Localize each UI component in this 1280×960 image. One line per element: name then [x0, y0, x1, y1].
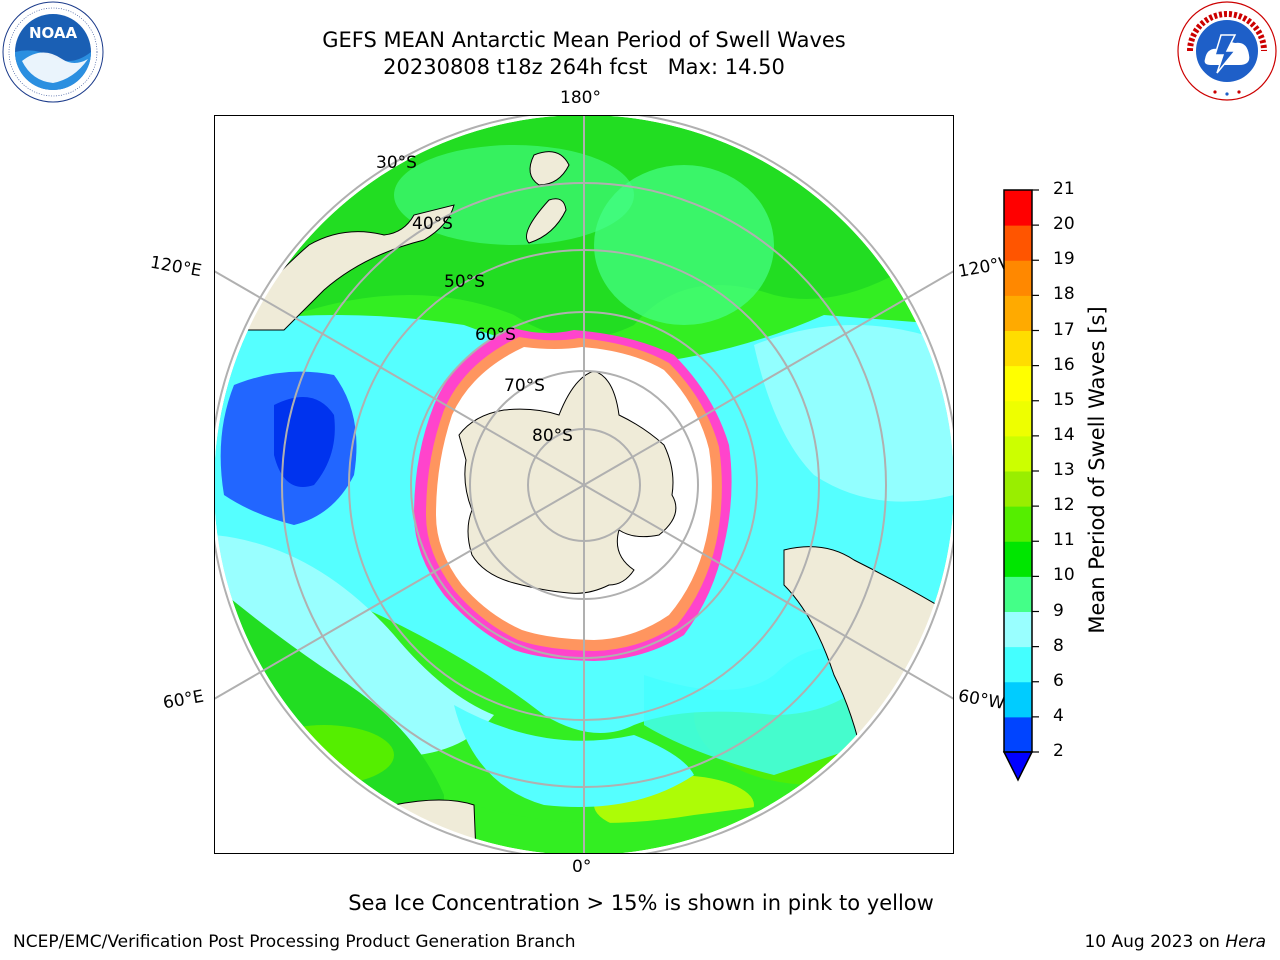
colorbar-segment: [1004, 681, 1032, 718]
lat-label-60s: 60°S: [475, 325, 516, 345]
colorbar-segment: [1004, 225, 1032, 261]
colorbar-segment: [1004, 330, 1032, 367]
footer-date: 10 Aug 2023 on Hera: [1084, 932, 1266, 952]
lon-label-180: 180°: [560, 88, 601, 108]
colorbar-segment: [1004, 541, 1032, 577]
footer-host: Hera: [1225, 932, 1266, 952]
colorbar-tick-label: 17: [1053, 319, 1075, 340]
colorbar-tick-label: 9: [1053, 600, 1064, 621]
colorbar-tick-label: 16: [1053, 354, 1075, 375]
colorbar-segment: [1004, 716, 1032, 753]
lon-label-0: 0°: [572, 857, 592, 877]
colorbar-segment: [1004, 365, 1032, 402]
colorbar-tick-label: 21: [1053, 179, 1075, 199]
colorbar-segment: [1004, 435, 1032, 472]
lat-label-40s: 40°S: [412, 214, 453, 234]
colorbar-tick-label: 2: [1053, 741, 1064, 761]
chart-subtitle: 20230808 t18z 264h fcst Max: 14.50: [383, 55, 785, 79]
land-australia: [214, 204, 455, 331]
antarctica-land: [458, 370, 677, 594]
colorbar-tick-label: 14: [1053, 424, 1075, 445]
colorbar-tick-label: 10: [1053, 565, 1075, 586]
lat-label-30s: 30°S: [376, 153, 417, 173]
footer-date-text: 10 Aug 2023 on: [1084, 932, 1226, 952]
noaa-logo-wordmark: NOAA: [29, 24, 78, 42]
colorbar-segment: [1004, 471, 1032, 507]
graticule: [214, 115, 954, 854]
colorbar-segment: [1004, 576, 1032, 612]
noaa-logo: NOAA: [2, 1, 104, 103]
colorbar-tick-label: 12: [1053, 495, 1075, 516]
colorbar-segment: [1004, 295, 1032, 331]
colorbar-under-arrow: [1002, 751, 1034, 782]
colorbar-segment: [1004, 506, 1032, 542]
colorbar-segment: [1004, 190, 1032, 226]
colorbar-segment: [1004, 646, 1032, 683]
colorbar-tick-label: 15: [1053, 389, 1075, 410]
polar-map: 30°S 40°S 50°S 60°S 70°S 80°S: [214, 115, 954, 854]
colorbar-tick-label: 20: [1053, 214, 1075, 235]
sea-ice-note: Sea Ice Concentration > 15% is shown in …: [348, 891, 934, 915]
colorbar-tick-label: 13: [1053, 460, 1075, 480]
colorbar-tick-label: 6: [1053, 670, 1064, 691]
colorbar-tick-label: 18: [1053, 284, 1075, 305]
colorbar-label: Mean Period of Swell Waves [s]: [1085, 306, 1109, 634]
lat-label-70s: 70°S: [504, 376, 545, 396]
lon-label-120e: 120°E: [148, 252, 204, 282]
land-new-zealand-south: [526, 198, 567, 244]
colorbar-tick-label: 8: [1053, 635, 1064, 656]
land-new-zealand-north: [529, 151, 570, 186]
colorbar-segment: [1004, 611, 1032, 648]
lon-label-60e: 60°E: [161, 686, 206, 714]
footer-credit: NCEP/EMC/Verification Post Processing Pr…: [13, 932, 576, 952]
colorbar-tick-label: 19: [1053, 249, 1075, 270]
lat-label-50s: 50°S: [444, 272, 485, 292]
colorbar-segment: [1004, 260, 1032, 296]
colorbar: [1002, 189, 1039, 782]
colorbar-tick-label: 4: [1053, 705, 1064, 726]
nws-logo: [1177, 1, 1277, 101]
colorbar-segment: [1004, 400, 1032, 437]
colorbar-tick-label: 11: [1053, 530, 1075, 551]
chart-title: GEFS MEAN Antarctic Mean Period of Swell…: [322, 28, 846, 52]
lat-label-80s: 80°S: [532, 426, 573, 446]
